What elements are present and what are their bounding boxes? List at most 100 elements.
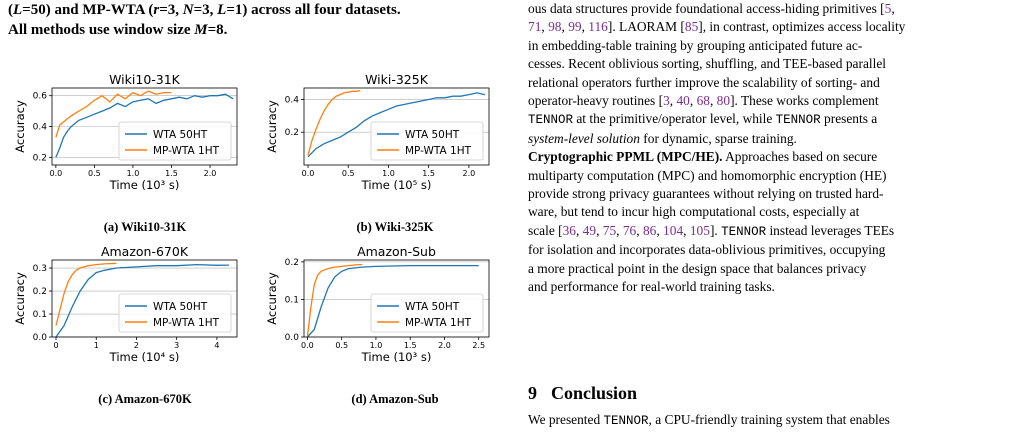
subcaption-c: (c) Amazon-670K <box>98 392 192 406</box>
y-tick-label: 0.2 <box>285 258 299 268</box>
legend-label: WTA 50HT <box>405 301 460 313</box>
y-tick-label: 0.2 <box>33 287 47 297</box>
x-tick-label: 0.0 <box>49 169 62 178</box>
citation-link[interactable]: 104 <box>663 222 684 238</box>
series-line-mp-wta-1ht <box>306 263 363 338</box>
subcaption-a: (a) Wiki10-31K <box>103 220 187 234</box>
chart-amazon-670k: Amazon-670K 0.0 0.1 0.2 0.3 0 1 2 3 4 Time (10⁴ s)… <box>13 244 238 362</box>
citation-link[interactable]: 105 <box>689 222 710 238</box>
y-tick-label: 0.0 <box>33 333 48 343</box>
citation-link[interactable]: 68 <box>696 93 710 109</box>
text-line: in embedding-table training by grouping … <box>528 37 863 53</box>
citation-link[interactable]: 86 <box>642 222 657 238</box>
chart-title: Amazon-670K <box>101 244 189 259</box>
legend-label: MP-WTA 1HT <box>405 145 472 157</box>
citation-link[interactable]: 76 <box>622 222 637 238</box>
x-tick-label: 2.0 <box>438 341 451 350</box>
citation-link[interactable]: 80 <box>716 93 731 109</box>
x-axis-label: Time (10³ s) <box>361 350 432 362</box>
x-tick-label: 1.5 <box>422 169 435 178</box>
text-line: multiparty computation (MPC) and homomor… <box>528 167 887 183</box>
plot-frame <box>303 259 490 338</box>
system-name: TENNOR <box>775 113 821 128</box>
x-tick-label: 0.0 <box>301 341 314 350</box>
citation-link[interactable]: 3 <box>663 93 670 109</box>
section-heading: 9 Conclusion <box>528 383 637 404</box>
x-tick-label: 2.0 <box>204 169 217 178</box>
y-tick-label: 0.2 <box>285 128 299 138</box>
series-line-wta-50ht <box>55 263 230 338</box>
citation-link[interactable]: 36 <box>562 222 576 238</box>
x-tick-label: 1 <box>94 341 99 350</box>
text-line: a more practical point in the design spa… <box>528 260 867 276</box>
x-axis-label: Time (10⁵ s) <box>361 178 432 190</box>
text-line: for isolation and incorporates data-obli… <box>528 242 886 258</box>
x-tick-label: 1.5 <box>404 341 417 350</box>
series-line-mp-wta-1ht <box>55 90 172 138</box>
system-name: TENNOR <box>603 414 649 428</box>
series-line-wta-50ht <box>55 93 234 158</box>
y-tick-label: 0.3 <box>33 264 47 274</box>
series-line-wta-50ht <box>307 92 486 158</box>
x-tick-label: 0 <box>53 341 58 350</box>
x-tick-label: 2.0 <box>463 169 476 178</box>
x-tick-label: 0.0 <box>302 169 315 178</box>
y-axis-label: Accuracy <box>13 100 27 153</box>
x-tick-label: 0.5 <box>335 341 348 350</box>
x-axis-label: Time (10⁴ s) <box>109 350 180 362</box>
chart-title: Wiki10-31K <box>109 72 181 87</box>
citation-link[interactable]: 5 <box>884 1 892 16</box>
x-tick-label: 1.0 <box>382 169 395 178</box>
text-line: relational operators further improve the… <box>528 74 880 90</box>
legend-label: MP-WTA 1HT <box>405 317 472 329</box>
section-title: Conclusion <box>551 383 638 403</box>
conclusion-text: We presented TENNOR, a CPU-friendly trai… <box>528 412 890 428</box>
x-tick-label: 1.0 <box>370 341 383 350</box>
figure-caption: (L=50) and MP-WTA (r=3, N=3, L=1) across… <box>8 0 503 40</box>
paragraph-heading: Cryptographic PPML (MPC/HE). <box>528 149 723 165</box>
x-tick-label: 2 <box>134 341 139 350</box>
subcaption-d: (d) Amazon-Sub <box>351 392 439 406</box>
chart-title: Amazon-Sub <box>357 244 436 259</box>
related-work-text: ous data structures provide foundational… <box>528 0 1018 297</box>
text-line: system-level solution for dynamic, spars… <box>528 130 797 146</box>
y-axis-label: Accuracy <box>265 272 279 325</box>
plot-frame <box>51 259 238 338</box>
y-tick-label: 0.1 <box>33 310 47 320</box>
text-line: operator-heavy routines [3, 40, 68, 80].… <box>528 93 879 109</box>
caption-line-1: (L=50) and MP-WTA (r=3, N=3, L=1) across… <box>8 2 401 18</box>
citation-link[interactable]: 75 <box>602 222 617 238</box>
x-tick-label: 3 <box>174 341 179 350</box>
text-line: Cryptographic PPML (MPC/HE). Approaches … <box>528 149 878 165</box>
text-line: 71, 98, 99, 116]. LAORAM [85], in contra… <box>528 19 906 35</box>
x-tick-label: 0.5 <box>88 169 101 178</box>
y-tick-label: 0.6 <box>33 92 48 102</box>
chart-wiki10-31k: Wiki10-31K 0.2 0.4 0.6 0.0 0.5 1.0 1.5 2.0 Time (… <box>13 72 238 190</box>
x-tick-label: 0.5 <box>342 169 355 178</box>
citation-link[interactable]: 99 <box>568 19 582 35</box>
series-line-mp-wta-1ht <box>55 262 117 326</box>
caption-line-2: All methods use window size M=8. <box>8 22 228 38</box>
series-line-mp-wta-1ht <box>307 89 361 156</box>
citation-link[interactable]: 49 <box>582 222 597 238</box>
text-line: and performance for real-world training … <box>528 279 775 295</box>
y-tick-label: 0.4 <box>33 123 48 133</box>
citation-link[interactable]: 98 <box>548 19 562 35</box>
legend-label: MP-WTA 1HT <box>153 145 220 157</box>
citation-link[interactable]: 116 <box>588 19 608 35</box>
y-axis-label: Accuracy <box>265 100 279 153</box>
y-tick-label: 0.0 <box>285 333 300 343</box>
legend-label: WTA 50HT <box>405 129 460 141</box>
citation-link[interactable]: 71 <box>528 19 542 35</box>
plot-frame <box>303 87 490 166</box>
x-tick-label: 1.0 <box>127 169 140 178</box>
text-line: cesses. Recent oblivious sorting, shuffl… <box>528 56 886 72</box>
x-tick-label: 4 <box>214 341 219 350</box>
plot-frame <box>51 87 238 166</box>
citation-link[interactable]: 40 <box>676 93 690 109</box>
text-line: TENNOR at the primitive/operator level, … <box>528 111 878 128</box>
y-tick-label: 0.2 <box>33 153 47 163</box>
citation-link[interactable]: 85 <box>684 19 699 35</box>
system-name: TENNOR <box>721 224 767 239</box>
x-tick-label: 1.5 <box>165 169 178 178</box>
